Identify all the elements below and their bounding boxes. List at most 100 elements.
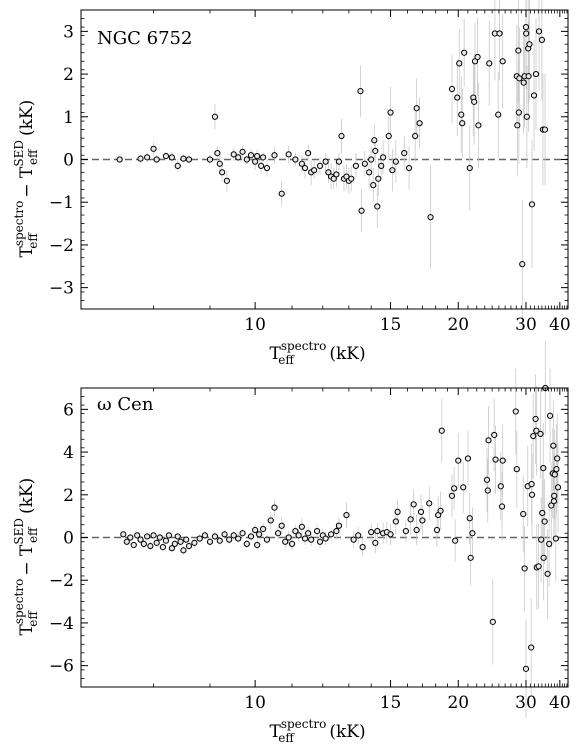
data-point xyxy=(475,122,482,129)
data-point xyxy=(355,532,362,539)
y-label-p1: T xyxy=(17,624,37,636)
data-point xyxy=(292,156,299,163)
data-point xyxy=(305,149,312,157)
data-point xyxy=(153,156,160,163)
y-label-unit: (kK) xyxy=(17,100,37,142)
data-point xyxy=(259,525,267,533)
data-point xyxy=(174,162,181,170)
data-point xyxy=(486,60,493,67)
data-point xyxy=(492,456,499,463)
data-point xyxy=(358,207,365,214)
data-point xyxy=(538,536,545,543)
data-point xyxy=(285,534,292,541)
data-point xyxy=(528,201,536,208)
data-point xyxy=(247,152,255,159)
data-point xyxy=(515,47,522,54)
data-point xyxy=(316,162,324,170)
data-point xyxy=(123,538,130,545)
x-tick-label: 15 xyxy=(380,315,402,335)
data-point xyxy=(554,484,562,491)
y-tick-label: −4 xyxy=(49,614,74,634)
data-point xyxy=(553,466,560,473)
data-point xyxy=(278,522,285,529)
data-point xyxy=(330,175,337,182)
data-point xyxy=(483,476,491,483)
data-point xyxy=(333,527,340,535)
data-point xyxy=(177,538,184,545)
y-label-p1-sub: eff xyxy=(26,610,40,627)
data-point xyxy=(216,160,223,167)
data-point xyxy=(180,547,187,554)
y-label-p1-sup: spectro xyxy=(12,201,26,246)
data-point xyxy=(532,415,539,423)
data-point xyxy=(520,79,527,86)
x-tick-label: 30 xyxy=(515,693,537,713)
y-axis-label: Tspectroeff − TSEDeff (kK) xyxy=(12,478,40,636)
y-tick-label: 2 xyxy=(63,65,74,85)
data-point xyxy=(496,30,503,37)
data-point xyxy=(427,214,434,221)
data-point xyxy=(456,60,463,67)
data-point xyxy=(514,122,521,129)
data-point xyxy=(548,502,555,509)
data-point xyxy=(288,540,296,548)
data-point xyxy=(371,137,378,144)
data-point xyxy=(455,457,462,464)
data-point xyxy=(140,540,147,548)
data-point xyxy=(206,156,214,163)
data-point xyxy=(533,427,540,434)
data-point xyxy=(522,665,530,672)
y-label-text: Tspectroeff − TSEDeff (kK) xyxy=(12,100,40,258)
data-point xyxy=(537,430,544,438)
data-point xyxy=(467,554,474,561)
data-point xyxy=(374,203,381,210)
y-label-op: − xyxy=(17,178,37,203)
x-label-sup: spectro xyxy=(281,339,326,353)
data-point xyxy=(235,154,242,161)
data-point xyxy=(308,536,315,543)
data-point xyxy=(530,432,537,440)
data-point xyxy=(538,36,546,44)
data-point xyxy=(387,109,394,116)
data-point xyxy=(498,503,506,510)
data-point xyxy=(368,529,375,536)
data-point xyxy=(239,530,246,537)
data-point xyxy=(256,531,263,538)
data-point xyxy=(243,156,250,163)
data-point xyxy=(392,518,399,525)
data-point xyxy=(127,534,134,541)
panel-annotation: NGC 6752 xyxy=(97,28,192,49)
x-tick-label: 20 xyxy=(447,315,469,335)
data-point xyxy=(522,23,530,31)
data-point xyxy=(235,535,242,542)
data-point xyxy=(263,536,271,543)
data-point xyxy=(426,500,433,507)
data-point xyxy=(551,471,558,478)
y-label-p2: T xyxy=(17,166,37,178)
data-point xyxy=(206,538,214,545)
data-point xyxy=(211,533,219,540)
y-label-p2-sub: eff xyxy=(26,148,40,165)
data-point xyxy=(211,113,219,120)
data-point xyxy=(271,504,278,511)
x-tick-label: 15 xyxy=(380,693,402,713)
data-point xyxy=(417,508,425,515)
x-tick-label: 40 xyxy=(549,315,571,335)
data-point xyxy=(239,148,246,155)
x-tick-label: 30 xyxy=(515,315,537,335)
data-point xyxy=(454,94,461,101)
data-point xyxy=(546,412,554,419)
data-point xyxy=(150,532,157,539)
data-point xyxy=(282,538,289,545)
data-point xyxy=(223,177,230,184)
data-point xyxy=(469,530,476,537)
data-point xyxy=(335,522,343,529)
y-label-p2-sup: SED xyxy=(12,140,26,167)
data-point xyxy=(168,154,176,161)
data-point xyxy=(311,167,318,174)
data-point xyxy=(385,132,392,140)
y-tick-label: 3 xyxy=(63,22,74,42)
data-point xyxy=(343,511,350,519)
data-point xyxy=(497,483,504,490)
data-point xyxy=(156,534,163,541)
